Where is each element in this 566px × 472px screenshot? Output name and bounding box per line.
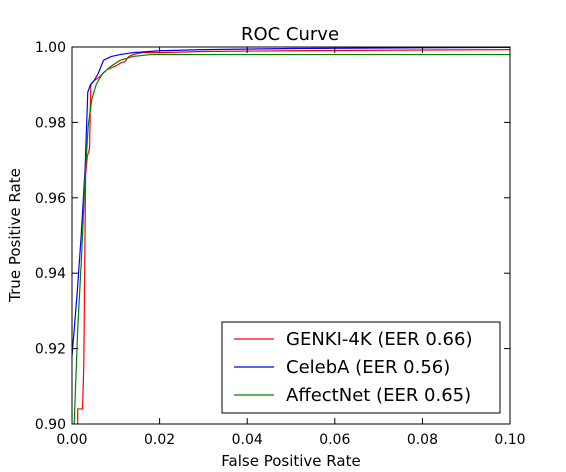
y-tick-label: 1.00	[35, 40, 66, 56]
y-tick-label: 0.96	[35, 191, 66, 207]
x-axis-title: False Positive Rate	[221, 452, 360, 470]
legend-label-2: CelebA (EER 0.56)	[286, 357, 450, 378]
y-tick-label: 0.98	[35, 115, 66, 131]
y-tick-labels: 0.90 0.92 0.94 0.96 0.98 1.00	[35, 40, 66, 433]
legend-label-3: AffectNet (EER 0.65)	[286, 385, 471, 406]
x-tick-labels: 0.00 0.02 0.04 0.06 0.08 0.10	[56, 432, 525, 448]
x-tick-label: 0.04	[232, 432, 263, 448]
x-tick-label: 0.10	[494, 432, 525, 448]
chart-title: ROC Curve	[241, 24, 339, 45]
series-layer	[72, 47, 510, 424]
series-line-3	[73, 53, 510, 424]
legend-items: GENKI-4K (EER 0.66) CelebA (EER 0.56) Affe…	[234, 329, 472, 406]
y-tick-label: 0.92	[35, 342, 66, 358]
legend: GENKI-4K (EER 0.66) CelebA (EER 0.56) Affe…	[221, 321, 501, 414]
y-axis-title: True Positive Rate	[6, 168, 24, 303]
y-tick-label: 0.90	[35, 417, 66, 433]
x-tick-label: 0.08	[407, 432, 438, 448]
x-tick-label: 0.06	[319, 432, 350, 448]
x-tick-label: 0.00	[56, 432, 87, 448]
y-tick-label: 0.94	[35, 266, 66, 282]
series-line-2	[72, 47, 510, 357]
plot-frame	[71, 46, 511, 425]
legend-label-1: GENKI-4K (EER 0.66)	[286, 329, 472, 350]
x-tick-label: 0.02	[144, 432, 175, 448]
